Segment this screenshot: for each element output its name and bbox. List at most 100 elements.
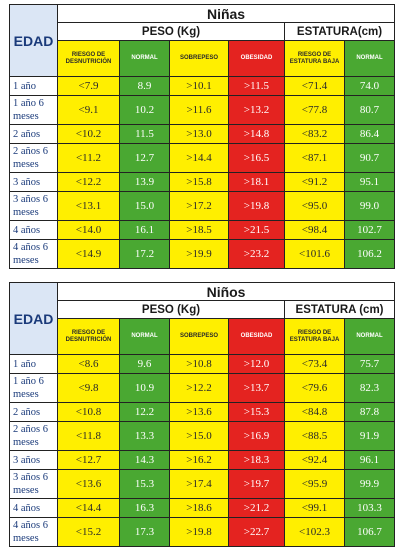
- value-cell: <87.1: [284, 143, 345, 173]
- estatura-header: ESTATURA(cm): [283, 22, 396, 41]
- value-cell: <95.9: [284, 469, 345, 499]
- value-cell: >18.5: [169, 220, 229, 240]
- value-cell: 90.7: [343, 143, 396, 173]
- peso-header: PESO (Kg): [57, 22, 285, 41]
- value-cell: <79.6: [284, 373, 345, 403]
- value-cell: <14.4: [57, 498, 120, 518]
- value-cell: 106.2: [343, 239, 396, 269]
- value-cell: >13.7: [228, 373, 285, 403]
- value-cell: 13.9: [119, 172, 170, 192]
- growth-table-ninas: EDAD Niñas PESO (Kg) ESTATURA(cm) RIESGO…: [9, 4, 396, 269]
- value-cell: <15.2: [57, 517, 120, 547]
- value-cell: 10.9: [119, 373, 170, 403]
- value-cell: 16.1: [119, 220, 170, 240]
- value-cell: 80.7: [343, 95, 396, 125]
- age-cell: 2 años: [9, 124, 58, 144]
- value-cell: <11.2: [57, 143, 120, 173]
- table-row: 2 años 6 meses <11.8 13.3 >15.0 >16.9 <8…: [9, 421, 396, 451]
- value-cell: 86.4: [343, 124, 396, 144]
- col-header-riesgo-desnutricion: RIESGO DE DESNUTRICIÓN: [57, 318, 120, 355]
- value-cell: <95.0: [284, 191, 345, 221]
- col-header-sobrepeso: SOBREPESO: [169, 318, 229, 355]
- col-header-normal-peso: NORMAL: [119, 318, 170, 355]
- value-cell: <13.1: [57, 191, 120, 221]
- value-cell: >17.2: [169, 191, 229, 221]
- value-cell: <91.2: [284, 172, 345, 192]
- value-cell: 75.7: [343, 354, 396, 374]
- col-header-riesgo-estatura-baja: RIESGO DE ESTATURA BAJA: [284, 318, 345, 355]
- value-cell: <88.5: [284, 421, 345, 451]
- value-cell: >15.0: [169, 421, 229, 451]
- value-cell: <10.8: [57, 402, 120, 422]
- value-cell: 103.3: [343, 498, 396, 518]
- value-cell: >21.5: [228, 220, 285, 240]
- table-row: 3 años <12.2 13.9 >15.8 >18.1 <91.2 95.1: [9, 172, 396, 192]
- value-cell: 87.8: [343, 402, 396, 422]
- table-row: 4 años 6 meses <14.9 17.2 >19.9 >23.2 <1…: [9, 239, 396, 269]
- table-row: 1 año <7.9 8.9 >10.1 >11.5 <71.4 74.0: [9, 76, 396, 96]
- value-cell: 91.9: [343, 421, 396, 451]
- value-cell: <12.7: [57, 450, 120, 470]
- table-row: 1 año 6 meses <9.8 10.9 >12.2 >13.7 <79.…: [9, 373, 396, 403]
- value-cell: 14.3: [119, 450, 170, 470]
- table-title: Niños: [56, 282, 396, 301]
- age-cell: 2 años 6 meses: [9, 143, 58, 173]
- table-row: 4 años <14.0 16.1 >18.5 >21.5 <98.4 102.…: [9, 220, 396, 240]
- value-cell: <73.4: [284, 354, 345, 374]
- col-header-riesgo-desnutricion: RIESGO DE DESNUTRICIÓN: [57, 40, 120, 77]
- estatura-header: ESTATURA (cm): [283, 300, 396, 319]
- value-cell: >18.1: [228, 172, 285, 192]
- value-cell: <14.9: [57, 239, 120, 269]
- value-cell: <101.6: [284, 239, 345, 269]
- value-cell: <7.9: [57, 76, 120, 96]
- age-cell: 4 años: [9, 498, 58, 518]
- value-cell: 15.0: [119, 191, 170, 221]
- table-row: 2 años <10.2 11.5 >13.0 >14.8 <83.2 86.4: [9, 124, 396, 144]
- col-header-riesgo-estatura-baja: RIESGO DE ESTATURA BAJA: [284, 40, 345, 77]
- value-cell: <83.2: [284, 124, 345, 144]
- value-cell: >18.6: [169, 498, 229, 518]
- value-cell: <12.2: [57, 172, 120, 192]
- value-cell: >19.9: [169, 239, 229, 269]
- value-cell: >12.0: [228, 354, 285, 374]
- table-row: 1 año <8.6 9.6 >10.8 >12.0 <73.4 75.7: [9, 354, 396, 374]
- age-cell: 4 años 6 meses: [9, 517, 58, 547]
- age-cell: 4 años 6 meses: [9, 239, 58, 269]
- value-cell: >10.8: [169, 354, 229, 374]
- table-title: Niñas: [56, 4, 396, 23]
- value-cell: >19.7: [228, 469, 285, 499]
- value-cell: <99.1: [284, 498, 345, 518]
- value-cell: <9.8: [57, 373, 120, 403]
- value-cell: 95.1: [343, 172, 396, 192]
- value-cell: 99.9: [343, 469, 396, 499]
- value-cell: <77.8: [284, 95, 345, 125]
- value-cell: >11.6: [169, 95, 229, 125]
- value-cell: 8.9: [119, 76, 170, 96]
- age-cell: 1 año 6 meses: [9, 95, 58, 125]
- value-cell: 15.3: [119, 469, 170, 499]
- table-row: 2 años <10.8 12.2 >13.6 >15.3 <84.8 87.8: [9, 402, 396, 422]
- col-header-normal-estatura: NORMAL: [343, 40, 396, 77]
- table-row: 4 años 6 meses <15.2 17.3 >19.8 >22.7 <1…: [9, 517, 396, 547]
- table-row: 1 año 6 meses <9.1 10.2 >11.6 >13.2 <77.…: [9, 95, 396, 125]
- value-cell: 82.3: [343, 373, 396, 403]
- value-cell: <9.1: [57, 95, 120, 125]
- value-cell: >16.5: [228, 143, 285, 173]
- value-cell: <10.2: [57, 124, 120, 144]
- value-cell: >19.8: [228, 191, 285, 221]
- age-cell: 3 años 6 meses: [9, 191, 58, 221]
- table-row: 3 años 6 meses <13.1 15.0 >17.2 >19.8 <9…: [9, 191, 396, 221]
- value-cell: 13.3: [119, 421, 170, 451]
- age-cell: 1 año 6 meses: [9, 373, 58, 403]
- value-cell: 11.5: [119, 124, 170, 144]
- age-cell: 4 años: [9, 220, 58, 240]
- peso-header: PESO (Kg): [57, 300, 285, 319]
- table-row: 4 años <14.4 16.3 >18.6 >21.2 <99.1 103.…: [9, 498, 396, 518]
- value-cell: 16.3: [119, 498, 170, 518]
- table-row: 3 años <12.7 14.3 >16.2 >18.3 <92.4 96.1: [9, 450, 396, 470]
- value-cell: <11.8: [57, 421, 120, 451]
- value-cell: >14.4: [169, 143, 229, 173]
- value-cell: 10.2: [119, 95, 170, 125]
- value-cell: 12.2: [119, 402, 170, 422]
- value-cell: >18.3: [228, 450, 285, 470]
